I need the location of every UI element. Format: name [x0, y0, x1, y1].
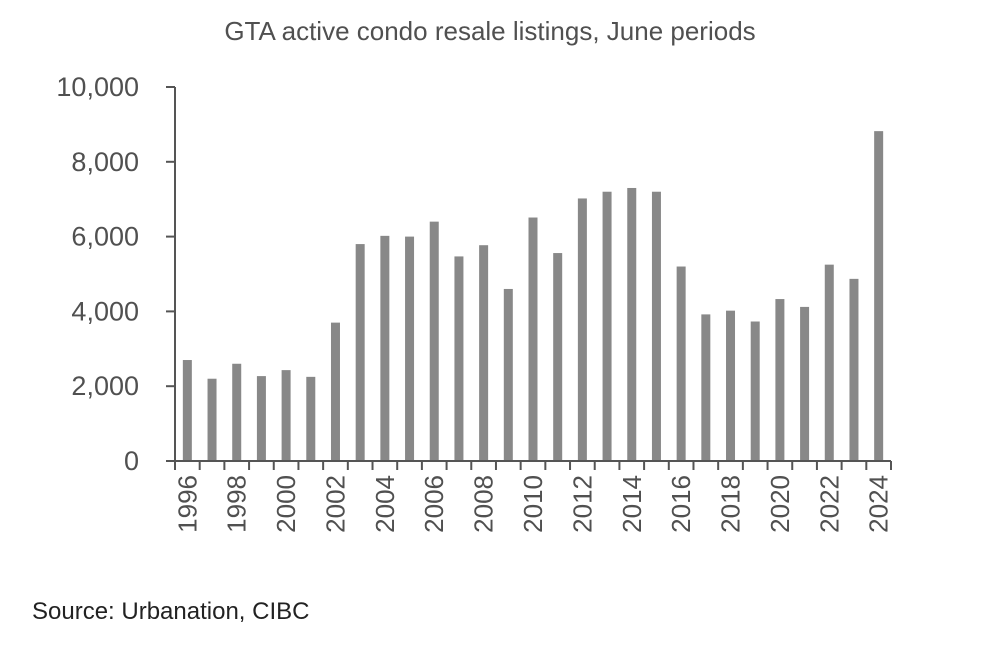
- source-note: Source: Urbanation, CIBC: [32, 598, 310, 625]
- bar-2023: [849, 278, 859, 461]
- y-tick-label: 8,000: [71, 147, 139, 177]
- x-tick-label: 2024: [864, 475, 894, 533]
- bar-2007: [454, 256, 464, 461]
- bar-1997: [207, 378, 217, 461]
- x-tick-label: 2014: [617, 475, 647, 533]
- x-tick-label: 2016: [666, 475, 696, 533]
- y-axis: 0 2,000 4,000 6,000 8,000 10,000: [56, 72, 176, 476]
- bar-2022: [824, 264, 834, 461]
- bar-2013: [602, 191, 612, 461]
- y-tick-label: 10,000: [56, 72, 139, 102]
- y-tick-label: 6,000: [71, 222, 139, 252]
- x-tick-label: 2012: [567, 475, 597, 533]
- bar-2024: [874, 131, 884, 461]
- bar-2020: [775, 299, 785, 461]
- y-tick-label: 4,000: [71, 296, 139, 326]
- x-tick-label: 2020: [765, 475, 795, 533]
- bar-2003: [355, 244, 365, 461]
- bar-2000: [281, 370, 291, 461]
- x-tick-label: 2018: [716, 475, 746, 533]
- bar-2014: [627, 187, 637, 462]
- chart-title: GTA active condo resale listings, June p…: [224, 16, 756, 46]
- x-tick-label: 2000: [271, 475, 301, 533]
- x-tick-label: 1998: [222, 475, 252, 533]
- bar-2018: [726, 310, 736, 461]
- bar-2021: [800, 306, 810, 461]
- x-tick-label: 2006: [419, 475, 449, 533]
- x-tick-label: 2002: [320, 475, 350, 533]
- bar-1998: [232, 363, 242, 461]
- bar-2009: [503, 288, 513, 461]
- bar-1999: [256, 376, 266, 461]
- bar-2019: [750, 321, 760, 461]
- bar-2004: [380, 235, 390, 461]
- bars: [182, 131, 884, 462]
- bar-2010: [528, 217, 538, 461]
- x-tick-label: 2004: [370, 475, 400, 533]
- x-tick-label: 2008: [469, 475, 499, 533]
- bar-2002: [330, 322, 340, 461]
- bar-2001: [306, 376, 316, 461]
- bar-2008: [479, 245, 489, 461]
- x-tick-label: 1996: [172, 475, 202, 533]
- x-tick-label: 2010: [518, 475, 548, 533]
- bar-2015: [651, 191, 661, 461]
- y-tick-label: 0: [124, 446, 139, 476]
- bar-2017: [701, 314, 711, 461]
- bar-2012: [577, 198, 587, 461]
- bar-2011: [553, 253, 563, 461]
- bar-2005: [405, 236, 415, 461]
- y-tick-label: 2,000: [71, 371, 139, 401]
- bar-2006: [429, 221, 439, 461]
- bar-2016: [676, 266, 686, 461]
- x-tick-label: 2022: [814, 475, 844, 533]
- bar-1996: [182, 360, 192, 461]
- x-axis: 1996 1998 2000 2002 2004 2006 2008 2010 2012 2014…: [172, 460, 894, 533]
